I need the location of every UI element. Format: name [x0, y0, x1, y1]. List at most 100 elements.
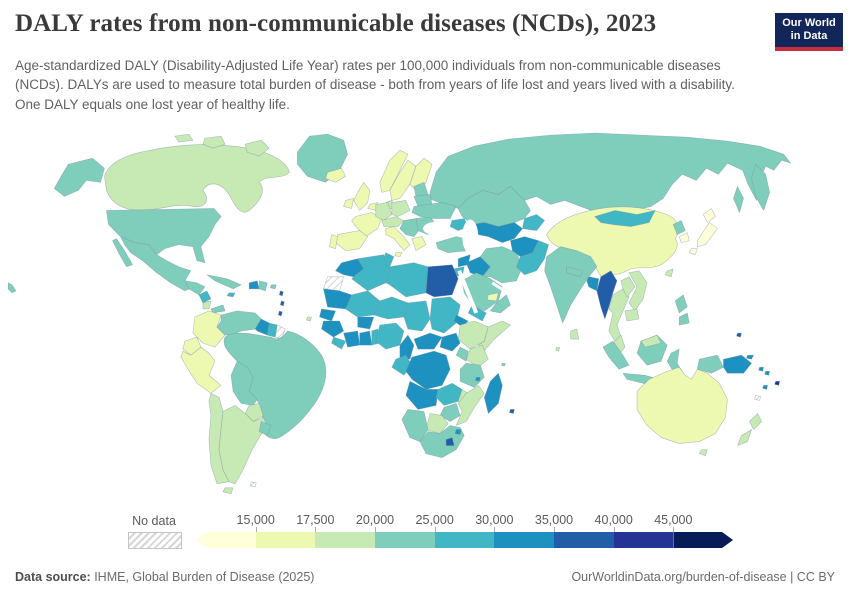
country-drc[interactable] — [405, 350, 451, 390]
country-lesotho[interactable] — [445, 437, 455, 446]
country-poland[interactable] — [391, 200, 411, 217]
country-micronesia[interactable] — [736, 332, 742, 338]
country-chad[interactable] — [403, 300, 431, 332]
country-bolivia[interactable] — [230, 360, 258, 406]
country-united-kingdom[interactable] — [353, 182, 371, 211]
country-malaysia-borneo[interactable] — [640, 334, 662, 348]
country-japan-hokkaido[interactable] — [703, 208, 716, 223]
country-indonesia-papua[interactable] — [697, 354, 724, 374]
country-somalia[interactable] — [477, 320, 511, 354]
country-peru[interactable] — [180, 346, 222, 394]
country-ireland[interactable] — [343, 198, 354, 209]
country-alaska[interactable] — [53, 157, 105, 197]
country-oman[interactable] — [490, 294, 511, 314]
country-mongolia[interactable] — [594, 210, 656, 227]
country-solomon-islands-1[interactable] — [758, 366, 764, 372]
country-south-africa[interactable] — [419, 425, 465, 458]
country-nepal[interactable] — [566, 266, 584, 278]
owid-logo[interactable]: Our World in Data — [775, 13, 843, 51]
country-guinea[interactable] — [321, 320, 344, 338]
country-portugal[interactable] — [329, 234, 338, 249]
country-tanzania[interactable] — [459, 362, 485, 388]
country-canada-arctic-2[interactable] — [202, 135, 226, 149]
country-greece[interactable] — [411, 236, 427, 251]
country-sri-lanka[interactable] — [570, 328, 580, 340]
country-papua-new-guinea[interactable] — [723, 354, 752, 374]
country-russia-kamchatka[interactable] — [751, 163, 770, 211]
country-madagascar[interactable] — [483, 372, 503, 414]
country-new-britain[interactable] — [746, 354, 754, 360]
country-solomon-islands-2[interactable] — [764, 370, 770, 376]
country-kyrgyzstan-tajikistan[interactable] — [522, 214, 545, 231]
country-haiti[interactable] — [248, 280, 260, 290]
legend-bin-7[interactable] — [613, 532, 674, 548]
legend-bin-6[interactable] — [554, 532, 614, 548]
country-italy[interactable] — [385, 226, 411, 251]
country-cape-verde[interactable] — [306, 316, 312, 322]
country-guatemala-honduras[interactable] — [184, 280, 206, 296]
country-uruguay[interactable] — [258, 421, 272, 436]
legend-bin-8[interactable] — [673, 532, 733, 548]
country-czechia-austria[interactable] — [381, 216, 405, 227]
country-north-korea[interactable] — [672, 220, 686, 235]
country-guyana[interactable] — [254, 318, 270, 336]
country-libya[interactable] — [385, 262, 429, 298]
country-india[interactable] — [544, 246, 598, 324]
country-mozambique[interactable] — [455, 385, 485, 426]
country-venezuela[interactable] — [216, 310, 262, 336]
country-hawaii[interactable] — [7, 282, 17, 294]
footer-link[interactable]: OurWorldinData.org/burden-of-disease | C… — [571, 570, 835, 584]
country-lesser-antilles-2[interactable] — [280, 300, 285, 307]
legend-bin-1[interactable] — [255, 532, 316, 548]
country-cote-divoire[interactable] — [343, 330, 360, 348]
country-puerto-rico[interactable] — [269, 284, 277, 290]
country-mauritius[interactable] — [509, 409, 515, 414]
country-philippines-luzon[interactable] — [674, 294, 688, 314]
country-italy-sicily[interactable] — [394, 252, 403, 258]
country-comoros[interactable] — [474, 376, 481, 382]
country-cameroon[interactable] — [399, 334, 415, 360]
country-western-sahara[interactable] — [323, 276, 344, 292]
country-tasmania[interactable] — [699, 449, 708, 456]
country-mexico-baja[interactable] — [112, 238, 133, 268]
country-iran[interactable] — [479, 246, 523, 284]
legend-bin-5[interactable] — [494, 532, 555, 548]
country-central-african-republic[interactable] — [413, 332, 443, 350]
country-philippines-mindanao[interactable] — [678, 312, 690, 326]
country-falkland-islands[interactable] — [249, 481, 257, 488]
country-jamaica[interactable] — [226, 292, 236, 298]
country-myanmar[interactable] — [596, 270, 618, 320]
country-canada-arctic-3[interactable] — [174, 133, 194, 143]
country-bangladesh[interactable] — [586, 276, 600, 292]
legend-bin-0[interactable] — [196, 532, 256, 548]
country-iceland[interactable] — [325, 167, 346, 183]
country-eswatini[interactable] — [454, 429, 462, 435]
country-fiji[interactable] — [774, 380, 781, 386]
country-burkina-faso[interactable] — [357, 316, 375, 330]
country-tierra-del-fuego[interactable] — [222, 487, 234, 495]
country-australia[interactable] — [636, 366, 728, 444]
legend-bin-4[interactable] — [434, 532, 495, 548]
country-indonesia-sumatra[interactable] — [602, 340, 630, 370]
country-argentina[interactable] — [218, 405, 268, 485]
country-canada[interactable] — [104, 144, 290, 213]
country-france[interactable] — [351, 212, 383, 237]
country-paraguay[interactable] — [244, 403, 264, 422]
country-lesser-antilles-1[interactable] — [278, 290, 284, 297]
country-costa-rica[interactable] — [202, 300, 212, 310]
country-vietnam[interactable] — [628, 270, 648, 312]
country-south-sudan[interactable] — [439, 332, 461, 352]
legend-bin-3[interactable] — [375, 532, 435, 548]
country-south-korea[interactable] — [678, 232, 690, 243]
country-dominican-republic[interactable] — [258, 280, 268, 292]
country-sudan[interactable] — [429, 296, 461, 334]
country-new-zealand-south[interactable] — [737, 429, 752, 446]
legend-bin-2[interactable] — [315, 532, 376, 548]
country-uae-qatar[interactable] — [486, 292, 499, 302]
country-laos[interactable] — [620, 276, 636, 298]
country-new-zealand-north[interactable] — [749, 413, 762, 430]
country-ukraine[interactable] — [411, 202, 457, 219]
country-japan-honshu[interactable] — [697, 222, 718, 247]
country-lesser-antilles-3[interactable] — [277, 310, 283, 317]
legend-no-data-swatch[interactable] — [128, 532, 182, 549]
